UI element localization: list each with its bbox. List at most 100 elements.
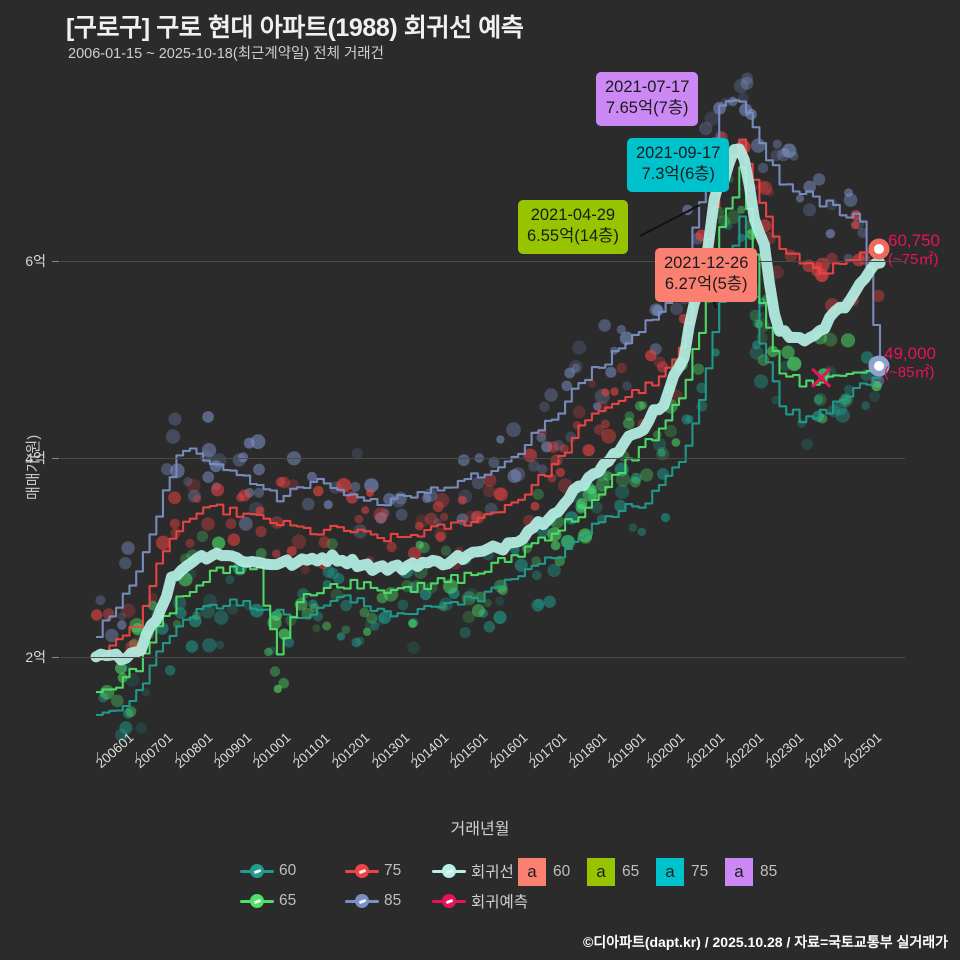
- scatter-point: [749, 345, 764, 360]
- legend-item-85[interactable]: 85: [345, 888, 401, 914]
- scatter-point: [645, 349, 657, 362]
- legend-swatch-85[interactable]: a 85: [725, 858, 791, 886]
- scatter-point: [869, 391, 880, 402]
- legend-label: 60: [279, 862, 297, 879]
- x-tick-mark: [845, 752, 847, 759]
- series-line-65: [96, 166, 882, 694]
- scatter-point: [733, 78, 749, 94]
- swatch-label: 85: [760, 863, 778, 880]
- scatter-point: [121, 541, 135, 555]
- x-tick-mark: [214, 752, 216, 759]
- scatter-point: [435, 531, 446, 542]
- scatter-point: [850, 220, 860, 230]
- x-tick-mark: [805, 752, 807, 759]
- y-tick-label: 2억: [25, 649, 46, 665]
- scatter-point: [330, 588, 344, 602]
- scatter-point: [300, 565, 310, 575]
- scatter-point: [121, 603, 136, 618]
- legend-swatch-60[interactable]: a 60: [518, 858, 584, 886]
- scatter-point: [373, 614, 385, 626]
- scatter-point: [770, 149, 783, 162]
- scatter-point: [267, 646, 277, 656]
- scatter-point: [840, 333, 856, 348]
- legend-marker-icon: [345, 861, 379, 881]
- annotation-callout[interactable]: 2021-04-29 6.55억(14층): [518, 200, 628, 254]
- scatter-point: [183, 477, 193, 486]
- scatter-point: [308, 599, 318, 609]
- scatter-point: [857, 227, 868, 238]
- scatter-point: [664, 424, 677, 438]
- scatter-point: [653, 356, 666, 369]
- scatter-point: [278, 678, 290, 689]
- endpoint-area: (~75㎡): [888, 250, 939, 268]
- scatter-point: [771, 395, 780, 405]
- scatter-point: [652, 304, 664, 317]
- scatter-point: [814, 394, 824, 405]
- annotation-callout[interactable]: 2021-09-17 7.3억(6층): [627, 138, 730, 192]
- scatter-point: [559, 444, 569, 454]
- scatter-point: [408, 619, 417, 628]
- legend-item-회귀예측[interactable]: 회귀예측: [432, 888, 528, 914]
- scatter-point: [202, 638, 217, 653]
- scatter-point: [196, 530, 209, 542]
- scatter-point: [615, 484, 630, 499]
- scatter-point: [169, 518, 180, 529]
- annotation-callout[interactable]: 2021-12-26 6.27억(5층): [655, 248, 758, 302]
- scatter-point: [483, 485, 496, 498]
- scatter-point: [603, 471, 613, 481]
- legend-swatch-65[interactable]: a 65: [587, 858, 653, 886]
- scatter-point: [471, 476, 485, 490]
- scatter-point: [610, 387, 619, 396]
- page-subtitle: 2006-01-15 ~ 2025-10-18(최근계약일) 전체 거래건: [68, 46, 384, 62]
- scatter-point: [601, 428, 617, 444]
- legend-item-회귀선[interactable]: 회귀선: [432, 858, 514, 884]
- scatter-point: [622, 381, 632, 391]
- scatter-point: [813, 393, 827, 406]
- scatter-point: [227, 533, 241, 546]
- scatter-point: [483, 598, 492, 608]
- scatter-point: [741, 72, 753, 85]
- scatter-point: [593, 424, 605, 436]
- scatter-point: [201, 443, 217, 458]
- scatter-point: [185, 640, 199, 653]
- annotation-date: 2021-04-29: [530, 206, 616, 224]
- legend-swatch-75[interactable]: a 75: [656, 858, 722, 886]
- x-tick-mark: [766, 752, 768, 759]
- scatter-point: [772, 139, 782, 149]
- scatter-point: [365, 488, 375, 497]
- scatter-point: [125, 706, 137, 717]
- scatter-point: [787, 356, 802, 371]
- scatter-point: [278, 476, 290, 489]
- scatter-point: [341, 625, 351, 634]
- scatter-point: [95, 595, 106, 606]
- scatter-point: [286, 546, 297, 557]
- scatter-point: [614, 499, 627, 512]
- scatter-point: [756, 332, 768, 344]
- legend-item-65[interactable]: 65: [240, 888, 296, 914]
- scatter-point: [711, 348, 720, 357]
- scatter-point: [737, 205, 746, 214]
- scatter-point: [119, 557, 132, 570]
- scatter-point: [238, 516, 253, 531]
- scatter-point: [757, 162, 769, 174]
- scatter-point: [657, 448, 666, 457]
- scatter-point: [537, 464, 548, 475]
- scatter-point: [115, 662, 127, 675]
- scatter-point: [135, 722, 147, 734]
- scatter-point: [373, 507, 389, 523]
- scatter-point: [789, 151, 799, 161]
- scatter-point: [605, 366, 617, 378]
- annotation-callout[interactable]: 2021-07-17 7.65억(7층): [596, 72, 699, 126]
- scatter-point: [582, 487, 598, 502]
- scatter-point: [812, 173, 826, 186]
- scatter-point: [483, 473, 497, 487]
- legend-item-75[interactable]: 75: [345, 858, 401, 884]
- endpoint-marker: [868, 238, 890, 260]
- scatter-point: [378, 611, 392, 624]
- scatter-point: [323, 500, 333, 510]
- scatter-point: [459, 627, 471, 639]
- scatter-point: [318, 536, 331, 549]
- scatter-point: [657, 468, 669, 480]
- legend-item-60[interactable]: 60: [240, 858, 296, 884]
- scatter-point: [336, 632, 346, 641]
